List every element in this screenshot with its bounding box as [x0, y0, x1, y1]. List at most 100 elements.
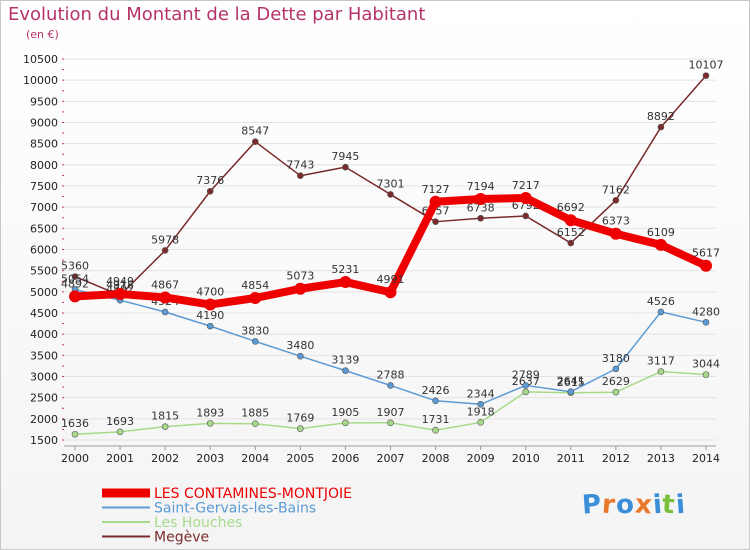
x-tick-label: 2010 [512, 452, 540, 465]
data-label-saint-gervais-les-bains: 3480 [286, 339, 314, 352]
data-label-les-houches: 1905 [331, 406, 359, 419]
legend-label-saint-gervais-les-bains: Saint-Gervais-les-Bains [154, 501, 316, 517]
x-tick-label: 2013 [647, 452, 675, 465]
data-label-meg-ve: 7945 [331, 150, 359, 163]
data-label-les-houches: 3117 [647, 355, 675, 368]
data-point-meg-ve [567, 239, 575, 247]
data-label-les-contamines-montjoie: 6373 [602, 215, 630, 228]
x-tick-label: 2008 [422, 452, 450, 465]
x-tick-label: 2003 [196, 452, 224, 465]
data-label-les-houches: 1769 [286, 412, 314, 425]
data-label-saint-gervais-les-bains: 4280 [692, 305, 720, 318]
data-point-les-houches [161, 423, 169, 430]
data-point-les-contamines-montjoie [700, 259, 712, 272]
data-point-les-contamines-montjoie [204, 298, 217, 311]
logo-letter: o [614, 489, 636, 521]
data-label-les-contamines-montjoie: 5617 [692, 247, 720, 260]
data-label-meg-ve: 6152 [557, 226, 585, 239]
y-tick-label: 4000 [30, 328, 58, 341]
data-point-les-houches [657, 368, 665, 375]
x-tick-label: 2006 [331, 452, 359, 465]
data-label-les-contamines-montjoie: 7127 [422, 183, 450, 196]
y-tick-label: 5500 [30, 265, 58, 278]
data-label-les-houches: 3044 [692, 358, 720, 371]
data-label-meg-ve: 7376 [196, 174, 224, 187]
data-label-les-contamines-montjoie: 4991 [377, 273, 405, 286]
data-label-saint-gervais-les-bains: 2344 [467, 387, 495, 400]
data-point-saint-gervais-les-bains [387, 382, 394, 389]
data-label-meg-ve: 8547 [241, 125, 269, 138]
data-point-les-contamines-montjoie [564, 214, 577, 227]
legend-label-les-houches: Les Houches [154, 515, 242, 531]
data-label-saint-gervais-les-bains: 4526 [647, 295, 675, 308]
data-label-les-contamines-montjoie: 4700 [196, 286, 224, 299]
x-tick-label: 2009 [467, 452, 495, 465]
data-point-les-houches [71, 430, 79, 438]
data-point-meg-ve [342, 163, 349, 171]
y-tick-label: 10500 [23, 53, 58, 66]
data-point-les-contamines-montjoie [384, 286, 397, 299]
data-point-les-houches [387, 419, 394, 427]
data-label-meg-ve: 7301 [377, 177, 405, 190]
data-point-les-houches [297, 425, 304, 432]
y-tick-label: 9500 [30, 95, 58, 108]
data-point-saint-gervais-les-bains [612, 365, 620, 373]
data-point-meg-ve [522, 212, 530, 220]
data-point-les-contamines-montjoie [339, 276, 352, 289]
data-point-les-houches [522, 388, 530, 396]
data-point-saint-gervais-les-bains [206, 322, 214, 330]
data-label-meg-ve: 8892 [647, 110, 675, 123]
x-tick-label: 2011 [557, 452, 585, 465]
y-tick-label: 8000 [30, 159, 58, 172]
data-point-les-houches [477, 419, 484, 426]
data-label-les-contamines-montjoie: 5073 [286, 270, 314, 283]
legend-label-les-contamines-montjoie: LES CONTAMINES-MONTJOIE [154, 486, 352, 502]
data-label-meg-ve: 7162 [602, 183, 630, 196]
data-point-meg-ve [297, 172, 304, 180]
data-label-saint-gervais-les-bains: 2788 [377, 368, 405, 381]
data-point-meg-ve [71, 273, 79, 280]
y-tick-label: 1500 [30, 434, 58, 447]
data-point-les-contamines-montjoie [69, 290, 81, 303]
data-point-les-contamines-montjoie [654, 238, 667, 251]
data-label-les-houches: 1636 [61, 417, 89, 430]
data-point-meg-ve [387, 191, 394, 198]
data-point-saint-gervais-les-bains [251, 338, 259, 345]
x-tick-label: 2001 [106, 452, 134, 465]
data-point-saint-gervais-les-bains [432, 397, 439, 405]
y-tick-label: 5000 [30, 286, 58, 299]
x-tick-label: 2007 [377, 452, 405, 465]
x-tick-label: 2004 [241, 452, 269, 465]
y-tick-label: 10000 [23, 74, 58, 87]
data-point-meg-ve [432, 218, 439, 225]
data-label-meg-ve: 7743 [286, 159, 314, 172]
data-label-les-houches: 2629 [602, 375, 630, 388]
data-label-saint-gervais-les-bains: 2426 [422, 384, 450, 397]
x-tick-label: 2012 [602, 452, 630, 465]
data-point-meg-ve [657, 123, 665, 131]
data-label-les-contamines-montjoie: 4892 [61, 277, 89, 290]
data-point-meg-ve [612, 197, 620, 204]
data-point-meg-ve [161, 247, 169, 254]
data-label-les-houches: 1815 [151, 410, 179, 423]
data-point-saint-gervais-les-bains [657, 308, 665, 316]
data-label-meg-ve: 5360 [61, 260, 89, 273]
data-point-saint-gervais-les-bains [477, 400, 484, 408]
legend-label-meg-ve: Megève [154, 530, 209, 546]
data-point-les-contamines-montjoie [249, 292, 262, 305]
data-point-meg-ve [477, 214, 484, 222]
data-point-les-contamines-montjoie [609, 227, 622, 240]
data-point-les-contamines-montjoie [159, 291, 172, 304]
data-label-saint-gervais-les-bains: 3139 [331, 354, 359, 367]
y-tick-label: 7000 [30, 201, 58, 214]
x-tick-label: 2000 [61, 452, 89, 465]
data-label-les-contamines-montjoie: 5231 [331, 263, 359, 276]
data-label-les-contamines-montjoie: 4854 [241, 279, 269, 292]
proxiti-logo: Proxiti [581, 489, 687, 521]
data-point-les-contamines-montjoie [114, 287, 127, 300]
logo-letter: i [674, 489, 687, 521]
data-point-les-houches [612, 388, 620, 396]
data-point-les-houches [251, 420, 259, 428]
